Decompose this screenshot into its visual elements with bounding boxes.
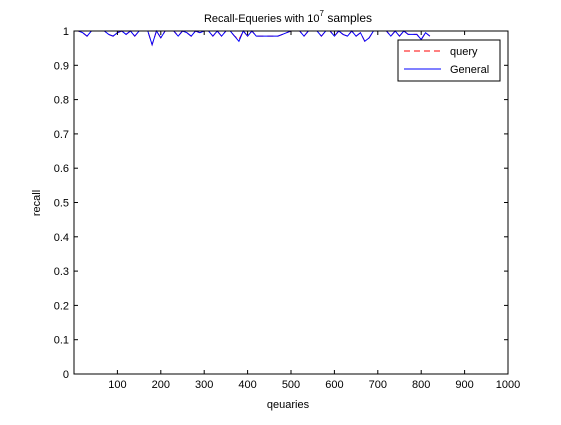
x-axis-label: qeuaries — [267, 399, 310, 411]
plot-area — [74, 31, 508, 374]
y-tick-label: 0.2 — [54, 300, 69, 312]
legend: query General — [397, 39, 501, 82]
axes-layer: 0 0.1 0.2 0.3 0.4 0.5 0.6 0.7 0.8 0.9 1 100 200 300 40… — [54, 26, 521, 391]
chart-title-main: Recall-Equeries with 10 — [204, 13, 320, 25]
y-axis-label: recall — [31, 190, 43, 216]
chart-title-superscript: 7 — [320, 9, 325, 18]
y-tick-label: 0.9 — [54, 60, 69, 72]
x-tick-label: 100 — [108, 379, 126, 391]
x-tick-label: 800 — [412, 379, 430, 391]
x-tick-label: 500 — [282, 379, 300, 391]
legend-label-query: query — [450, 46, 478, 58]
legend-label-general: General — [450, 64, 489, 76]
y-tick-label: 1 — [63, 26, 69, 38]
chart-title-suffix: samples — [324, 11, 372, 25]
y-tick-label: 0.1 — [54, 335, 69, 347]
x-tick-label: 300 — [195, 379, 213, 391]
legend-box — [397, 39, 501, 82]
y-tick-label: 0.5 — [54, 198, 69, 210]
y-tick-label: 0.7 — [54, 129, 69, 141]
y-tick-label: 0 — [63, 369, 69, 381]
x-tick-label: 600 — [325, 379, 343, 391]
x-tick-label: 700 — [369, 379, 387, 391]
chart-title: Recall-Equeries with 107 samples — [204, 9, 372, 25]
y-tick-label: 0.8 — [54, 95, 69, 107]
x-tick-label: 1000 — [496, 379, 520, 391]
x-tick-label: 400 — [238, 379, 256, 391]
y-tick-label: 0.3 — [54, 266, 69, 278]
x-tick-label: 900 — [455, 379, 473, 391]
x-tick-label: 200 — [152, 379, 170, 391]
y-tick-label: 0.6 — [54, 163, 69, 175]
plot-background — [74, 31, 508, 374]
y-tick-label: 0.4 — [54, 232, 69, 244]
